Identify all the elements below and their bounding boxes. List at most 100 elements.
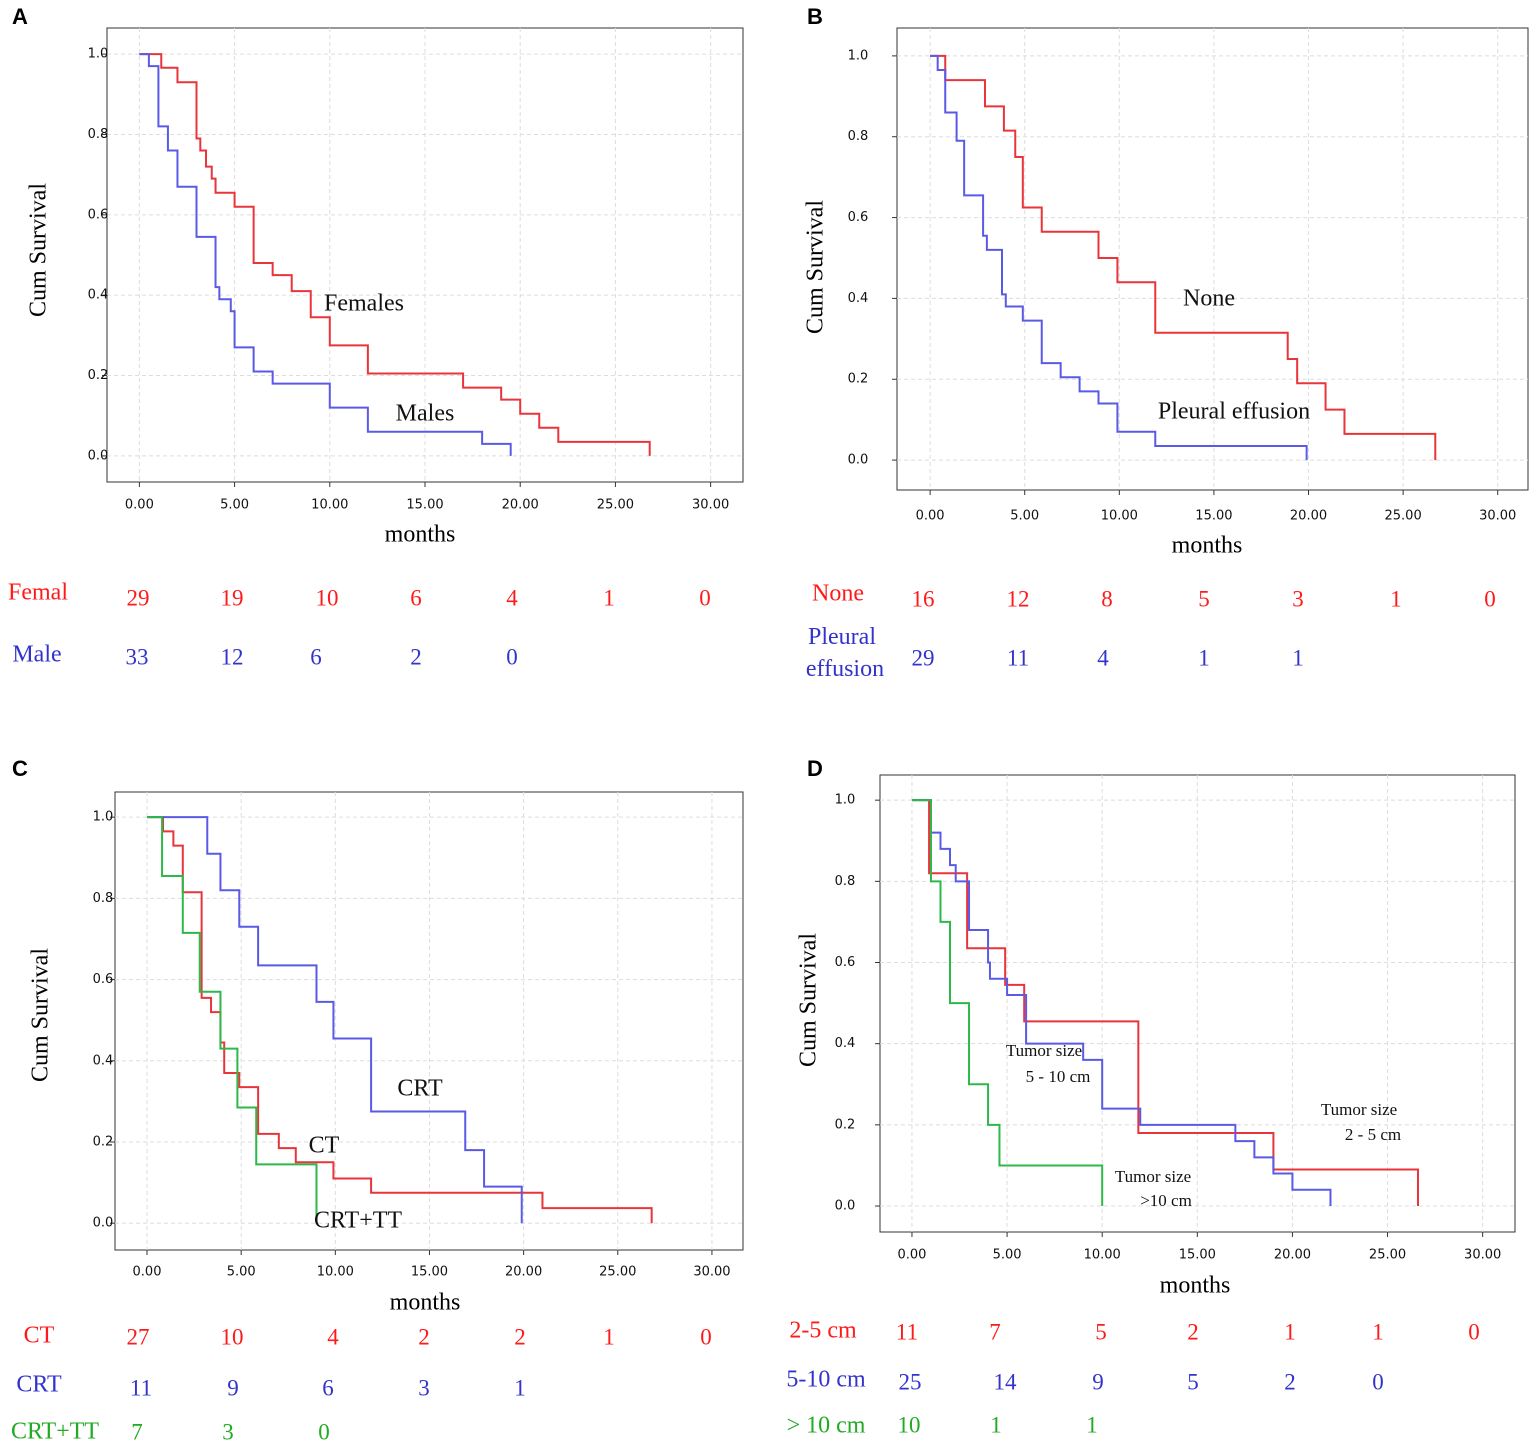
- x-tick-label: 0.00: [897, 1248, 926, 1263]
- y-tick-label: 0.2: [93, 1134, 114, 1149]
- y-tick-label: 0.4: [93, 1053, 114, 1068]
- curve-label: Females: [324, 291, 404, 317]
- x-tick-label: 10.00: [1084, 1248, 1121, 1263]
- y-tick-label: 0.6: [848, 210, 869, 225]
- curve-label: 2 - 5 cm: [1345, 1125, 1401, 1144]
- y-tick-label: 0.4: [848, 291, 869, 306]
- at-risk-count: 5: [1198, 586, 1210, 611]
- x-tick-label: 20.00: [1274, 1248, 1311, 1263]
- x-axis-label: months: [385, 522, 456, 548]
- x-tick-label: 25.00: [599, 1265, 636, 1280]
- at-risk-count: 29: [127, 585, 150, 610]
- y-tick-label: 0.6: [88, 207, 109, 222]
- y-tick-label: 0.0: [848, 453, 869, 468]
- at-risk-count: 9: [227, 1375, 239, 1400]
- at-risk-count: 5: [1095, 1319, 1107, 1344]
- x-tick-label: 30.00: [1479, 509, 1516, 524]
- curve-label: >10 cm: [1140, 1191, 1192, 1210]
- at-risk-count: 0: [699, 585, 711, 610]
- panel-letter: D: [807, 756, 823, 781]
- y-axis-label: Cum Survival: [26, 183, 52, 317]
- panel-letter: B: [807, 4, 823, 29]
- at-risk-count: 10: [316, 585, 339, 610]
- at-risk-count: 11: [1007, 645, 1029, 670]
- x-tick-label: 5.00: [993, 1248, 1022, 1263]
- at-risk-count: 29: [912, 645, 935, 670]
- at-risk-count: 2: [410, 644, 422, 669]
- at-risk-count: 1: [603, 585, 615, 610]
- y-axis-label: Cum Survival: [803, 200, 829, 334]
- x-tick-label: 10.00: [317, 1265, 354, 1280]
- x-tick-label: 15.00: [411, 1265, 448, 1280]
- curve-label: Males: [396, 401, 455, 427]
- survival-curve: [911, 799, 1332, 1207]
- at-risk-count: 0: [506, 644, 518, 669]
- survival-curve: [930, 54, 1437, 461]
- at-risk-count: 0: [1372, 1369, 1384, 1394]
- at-risk-count: 8: [1101, 586, 1113, 611]
- at-risk-count: 4: [506, 585, 518, 610]
- x-tick-label: 5.00: [1010, 509, 1039, 524]
- x-axis-label: months: [1172, 533, 1243, 559]
- at-risk-count: 2: [1284, 1369, 1296, 1394]
- survival-curve: [147, 816, 523, 1224]
- at-risk-count: 11: [130, 1375, 152, 1400]
- x-tick-label: 15.00: [1179, 1248, 1216, 1263]
- survival-curve: [930, 54, 1308, 461]
- panel-letter: C: [12, 756, 28, 781]
- at-risk-count: 1: [1372, 1319, 1384, 1344]
- x-tick-label: 30.00: [1464, 1248, 1501, 1263]
- risk-row-label: CRT: [16, 1372, 62, 1398]
- y-tick-label: 0.2: [835, 1117, 856, 1132]
- survival-curve: [147, 816, 653, 1224]
- at-risk-count: 0: [700, 1324, 712, 1349]
- at-risk-count: 33: [126, 644, 149, 669]
- at-risk-count: 0: [1468, 1319, 1480, 1344]
- plot-area: [114, 791, 744, 1251]
- curve-label: CRT+TT: [314, 1208, 402, 1234]
- at-risk-count: 7: [989, 1319, 1001, 1344]
- at-risk-count: 4: [327, 1324, 339, 1349]
- y-tick-label: 0.8: [88, 127, 109, 142]
- at-risk-count: 2: [514, 1324, 526, 1349]
- risk-row-label: CRT+TT: [11, 1419, 99, 1445]
- survival-curve: [139, 53, 651, 456]
- x-tick-label: 25.00: [597, 498, 634, 513]
- curve-label: Tumor size: [1321, 1100, 1397, 1119]
- y-tick-label: 0.8: [835, 874, 856, 889]
- y-tick-label: 0.0: [88, 448, 109, 463]
- y-tick-label: 0.8: [93, 891, 114, 906]
- at-risk-count: 3: [418, 1375, 430, 1400]
- survival-curve: [147, 816, 318, 1224]
- y-tick-label: 0.8: [848, 129, 869, 144]
- y-tick-label: 0.0: [835, 1199, 856, 1214]
- risk-row-label: 2-5 cm: [789, 1318, 857, 1344]
- risk-row-label: CT: [24, 1323, 55, 1349]
- at-risk-count: 12: [1007, 586, 1030, 611]
- x-tick-label: 0.00: [133, 1265, 162, 1280]
- risk-row-label: Male: [12, 642, 61, 668]
- at-risk-count: 6: [322, 1375, 334, 1400]
- x-tick-label: 15.00: [406, 498, 443, 513]
- at-risk-count: 3: [222, 1419, 234, 1444]
- at-risk-count: 11: [896, 1319, 918, 1344]
- x-tick-label: 0.00: [125, 498, 154, 513]
- at-risk-count: 25: [899, 1369, 922, 1394]
- curve-label: CRT: [397, 1076, 443, 1102]
- curve-label: CT: [309, 1133, 340, 1159]
- x-tick-label: 5.00: [227, 1265, 256, 1280]
- at-risk-count: 27: [127, 1324, 150, 1349]
- at-risk-count: 2: [1187, 1319, 1199, 1344]
- x-tick-label: 25.00: [1369, 1248, 1406, 1263]
- at-risk-count: 9: [1092, 1369, 1104, 1394]
- y-tick-label: 0.2: [88, 368, 109, 383]
- curve-label: Tumor size: [1006, 1041, 1082, 1060]
- at-risk-count: 6: [310, 644, 322, 669]
- x-axis-label: months: [1160, 1273, 1231, 1299]
- y-tick-label: 1.0: [835, 793, 856, 808]
- at-risk-count: 1: [1390, 586, 1402, 611]
- at-risk-count: 1: [1292, 645, 1304, 670]
- x-tick-label: 30.00: [692, 498, 729, 513]
- risk-row-label: Femal: [8, 580, 68, 606]
